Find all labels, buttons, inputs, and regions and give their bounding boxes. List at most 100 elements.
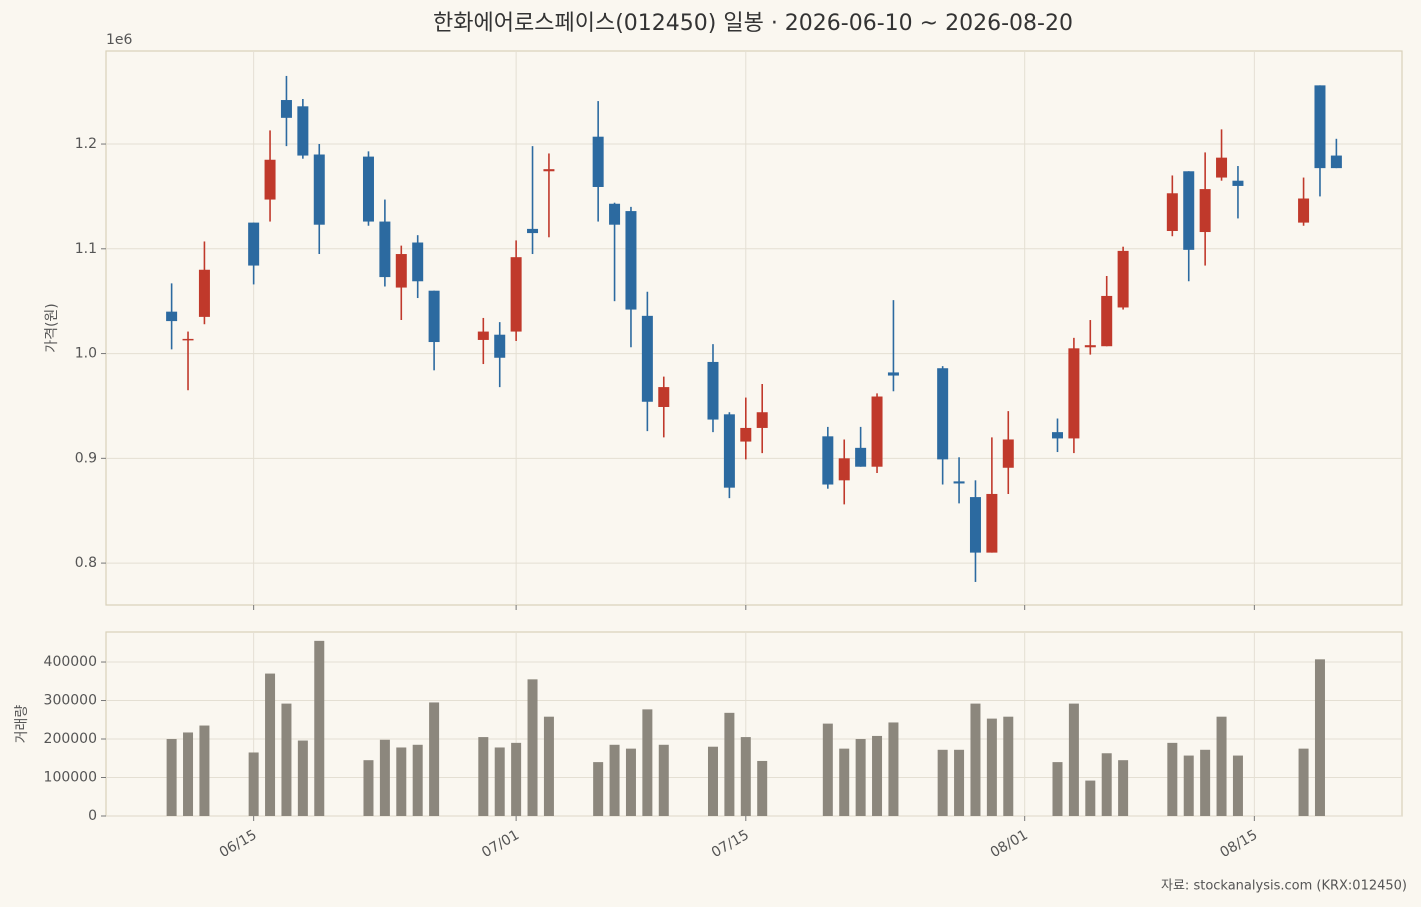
volume-bar — [937, 749, 948, 816]
y-tick-label: 400000 — [44, 654, 97, 670]
candle-body — [969, 497, 981, 553]
candle-body — [887, 372, 899, 376]
volume-bar — [888, 722, 899, 816]
y-tick-label: 0.9 — [75, 450, 97, 466]
volume-bar — [642, 709, 653, 816]
candle-body — [756, 412, 768, 428]
candle-body — [953, 481, 965, 484]
candle-body — [494, 334, 506, 358]
candle-body — [1084, 345, 1096, 348]
candle-body — [1068, 348, 1080, 439]
candle-body — [264, 159, 276, 200]
volume-bar — [429, 702, 440, 816]
candle-body — [625, 211, 637, 310]
candle-body — [1216, 157, 1228, 178]
candle-body — [1183, 171, 1195, 250]
price-panel — [105, 50, 1403, 606]
volume-bar — [1167, 742, 1178, 816]
volume-bar — [1298, 748, 1309, 816]
volume-bar — [970, 703, 981, 816]
volume-bar — [363, 760, 374, 816]
candle-body — [1117, 250, 1129, 308]
candle-body — [658, 387, 670, 407]
candle-body — [362, 156, 374, 222]
candle-body — [723, 414, 735, 488]
volume-bar — [511, 742, 522, 816]
candle-body — [707, 361, 719, 420]
volume-bar — [1118, 760, 1129, 816]
y-tick-label: 100000 — [44, 770, 97, 786]
y-tick-label: 0 — [88, 808, 97, 824]
candle-body — [592, 136, 604, 187]
candle-body — [740, 427, 752, 442]
volume-bar — [494, 747, 505, 816]
volume-bar — [1314, 659, 1325, 816]
y-axis-label: 가격(원) — [44, 303, 60, 353]
candle-body — [1051, 432, 1063, 439]
source-note: 자료: stockanalysis.com (KRX:012450) — [1161, 879, 1407, 894]
candle-body — [855, 447, 867, 467]
candle-body — [1232, 180, 1244, 186]
volume-bar — [265, 673, 276, 816]
candle-body — [937, 368, 949, 460]
y-tick-label: 1.1 — [75, 241, 97, 257]
candle-body — [1199, 189, 1211, 233]
candle-body — [477, 331, 489, 340]
volume-bar — [543, 716, 554, 816]
volume-bar — [609, 744, 620, 816]
candle-body — [280, 100, 292, 118]
volume-bar — [166, 739, 177, 816]
y-tick-label: 300000 — [44, 693, 97, 709]
candle-body — [822, 436, 834, 485]
volume-bar — [625, 748, 636, 816]
volume-bar — [658, 744, 669, 816]
candle-body — [1166, 193, 1178, 231]
candle-body — [641, 315, 653, 402]
volume-bar — [478, 737, 489, 816]
volume-bar — [1216, 716, 1227, 816]
candle-body — [986, 493, 998, 553]
candle-body — [838, 458, 850, 481]
volume-bar — [1200, 749, 1211, 816]
candle-body — [297, 106, 309, 156]
axis-offset: 1e6 — [106, 32, 133, 48]
candle-body — [1330, 155, 1342, 169]
y-tick-label: 200000 — [44, 731, 97, 747]
y-tick-label: 0.8 — [75, 555, 97, 571]
candle-body — [166, 311, 178, 322]
volume-bar — [724, 712, 735, 816]
volume-bar — [986, 718, 997, 816]
volume-bar — [183, 732, 194, 816]
volume-bar — [199, 725, 210, 816]
candle-body — [198, 269, 210, 317]
volume-bar — [297, 740, 308, 816]
volume-bar — [822, 723, 833, 816]
volume-bar — [707, 746, 718, 816]
volume-bar — [872, 735, 883, 816]
volume-bar — [593, 762, 604, 816]
volume-bar — [281, 703, 292, 816]
volume-bar — [396, 747, 407, 816]
candle-body — [395, 254, 407, 288]
candle-body — [1314, 85, 1326, 169]
volume-bar — [757, 760, 768, 816]
volume-bar — [412, 744, 423, 816]
volume-bar — [379, 739, 390, 816]
volume-bar — [248, 752, 259, 816]
chart-title: 한화에어로스페이스(012450) 일봉 · 2026-06-10 ~ 2026… — [433, 11, 1073, 36]
volume-bar — [1101, 753, 1112, 816]
candle-body — [609, 203, 621, 225]
y-tick-label: 1.2 — [75, 136, 97, 152]
volume-bar — [1052, 762, 1063, 816]
y-tick-label: 1.0 — [75, 346, 97, 362]
candle-body — [871, 396, 883, 467]
volume-bar — [1068, 703, 1079, 816]
candle-body — [1298, 198, 1310, 223]
candle-body — [412, 242, 424, 282]
volume-bar — [1232, 755, 1243, 816]
candle-body — [182, 338, 194, 341]
volume-bar — [954, 749, 965, 816]
candle-body — [1002, 439, 1014, 468]
volume-bar — [527, 679, 538, 816]
